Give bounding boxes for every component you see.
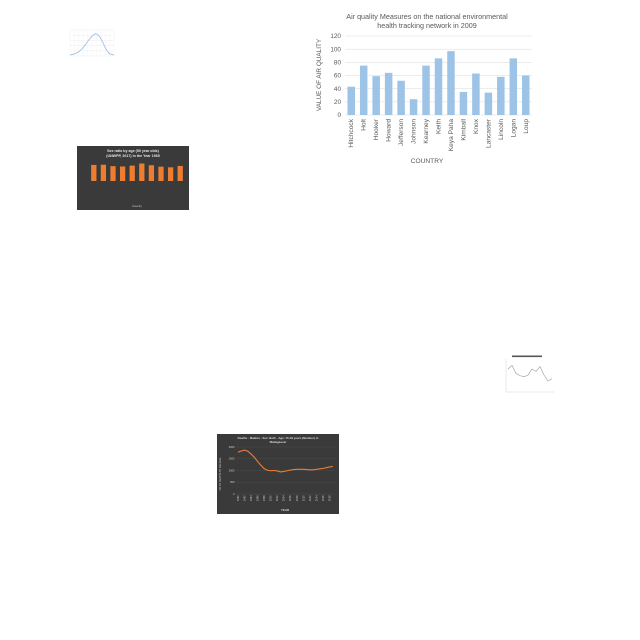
x-tick-label: Holt (361, 119, 368, 131)
y-tick-label: 40 (334, 86, 342, 93)
x-tick-label: Howard (386, 119, 393, 142)
thumbnail-series-line (69, 33, 115, 56)
bar (91, 164, 97, 181)
bar (100, 164, 107, 181)
thumbnail-series-line (507, 364, 553, 382)
bar (484, 92, 493, 115)
bar (139, 163, 145, 181)
x-tick-label: 1996 (256, 495, 259, 501)
y-tick-label: 0 (233, 492, 235, 496)
bar (167, 167, 174, 181)
chart-title-line-2: Madagascar (270, 440, 288, 444)
y-tick-label: 0 (337, 112, 341, 119)
x-tick-label: Logan (510, 119, 517, 138)
y-tick-label: 60 (334, 73, 342, 80)
x-tick-label: 1990 (237, 495, 240, 501)
bar (472, 73, 480, 115)
bar (434, 58, 443, 115)
malaria-series-line (237, 449, 334, 473)
bar (119, 166, 126, 181)
x-tick-label: Hitchcock (348, 118, 355, 147)
thumbnail-title-mark (512, 355, 542, 358)
thumbnail-line-chart-right (498, 354, 556, 396)
air-quality-bar-chart: Air quality Measures on the national env… (316, 12, 532, 165)
bar (177, 165, 183, 181)
x-tick-label: Johnson (411, 119, 418, 144)
x-tick-label: 2006 (289, 495, 292, 501)
bar (359, 65, 368, 115)
bar (447, 51, 455, 115)
thumbnail-line-chart-small (60, 24, 116, 62)
chart-title-line-1: Air quality Measures on the national env… (346, 12, 508, 21)
bar (347, 86, 355, 115)
bar (397, 80, 405, 115)
y-tick-label: 80 (334, 60, 342, 67)
x-tick-label: 2014 (315, 495, 318, 501)
y-tick-label: 100 (330, 46, 341, 53)
x-tick-label: Keith (436, 119, 443, 134)
bar (148, 165, 155, 181)
chart-title-line-1: Sex ratio by age (50 year olds) (107, 149, 160, 153)
x-tick-label: 2008 (296, 495, 299, 501)
x-tick-label: 2000 (270, 495, 273, 501)
bar (459, 91, 468, 115)
thumbnail-background (498, 354, 556, 396)
thumbnail-background (60, 24, 116, 62)
x-tick-label: Keya Paha (448, 119, 455, 152)
y-tick-label: 2000 (229, 445, 235, 449)
y-axis-label: NO OF DEATHS BY MALARIA (219, 457, 222, 490)
x-tick-label: Lancaster (485, 118, 492, 148)
x-tick-label: Kearney (423, 118, 430, 143)
x-axis-label: Country (132, 204, 142, 208)
chart-title-line-2: (UNWPP, 2017) in the Year 1965 (106, 154, 159, 158)
x-tick-label: Loup (523, 119, 530, 134)
bar (509, 58, 518, 115)
bar (372, 76, 380, 115)
malaria-deaths-line-chart: Deaths - Malaria - Sex: Both - Age: 15-4… (217, 434, 339, 514)
y-tick-label: 120 (330, 33, 341, 40)
bar (384, 72, 393, 115)
x-tick-label: 1994 (250, 495, 253, 501)
x-tick-label: Kimball (460, 118, 467, 140)
x-tick-label: 2012 (309, 495, 312, 501)
y-tick-label: 1000 (229, 468, 235, 472)
sex-ratio-bar-chart: Sex ratio by age (50 year olds) (UNWPP, … (77, 146, 189, 210)
bar (110, 166, 116, 181)
x-tick-label: 1998 (263, 495, 266, 501)
y-tick-label: 500 (230, 480, 235, 484)
x-tick-label: 2016 (322, 495, 325, 501)
x-tick-label: Knox (473, 118, 480, 134)
x-axis-label: YEAR (281, 508, 290, 512)
x-tick-label: Hooker (373, 118, 380, 140)
x-axis-label: COUNTRY (411, 158, 444, 165)
chart-title-line-2: health tracking network in 2009 (377, 21, 477, 30)
x-tick-label: 2002 (276, 495, 279, 501)
bar (409, 99, 418, 115)
chart-title-line-1: Deaths - Malaria - Sex: Both - Age: 15-4… (238, 436, 319, 440)
y-axis-label: VALUE OF AIR QUALITY (316, 38, 323, 111)
y-tick-label: 1500 (229, 457, 235, 461)
x-tick-label: 1992 (243, 495, 246, 501)
bar (158, 166, 164, 181)
x-tick-label: Lincoln (498, 119, 505, 140)
bar (422, 65, 430, 115)
y-tick-label: 20 (334, 99, 342, 106)
x-tick-label: 2010 (302, 495, 305, 501)
x-tick-label: 2004 (283, 495, 286, 501)
bar (129, 165, 135, 181)
bar (522, 75, 530, 115)
x-tick-label: 2018 (329, 495, 332, 501)
chart-background (217, 434, 339, 514)
bar (497, 76, 505, 115)
x-tick-label: Jefferson (398, 119, 405, 146)
